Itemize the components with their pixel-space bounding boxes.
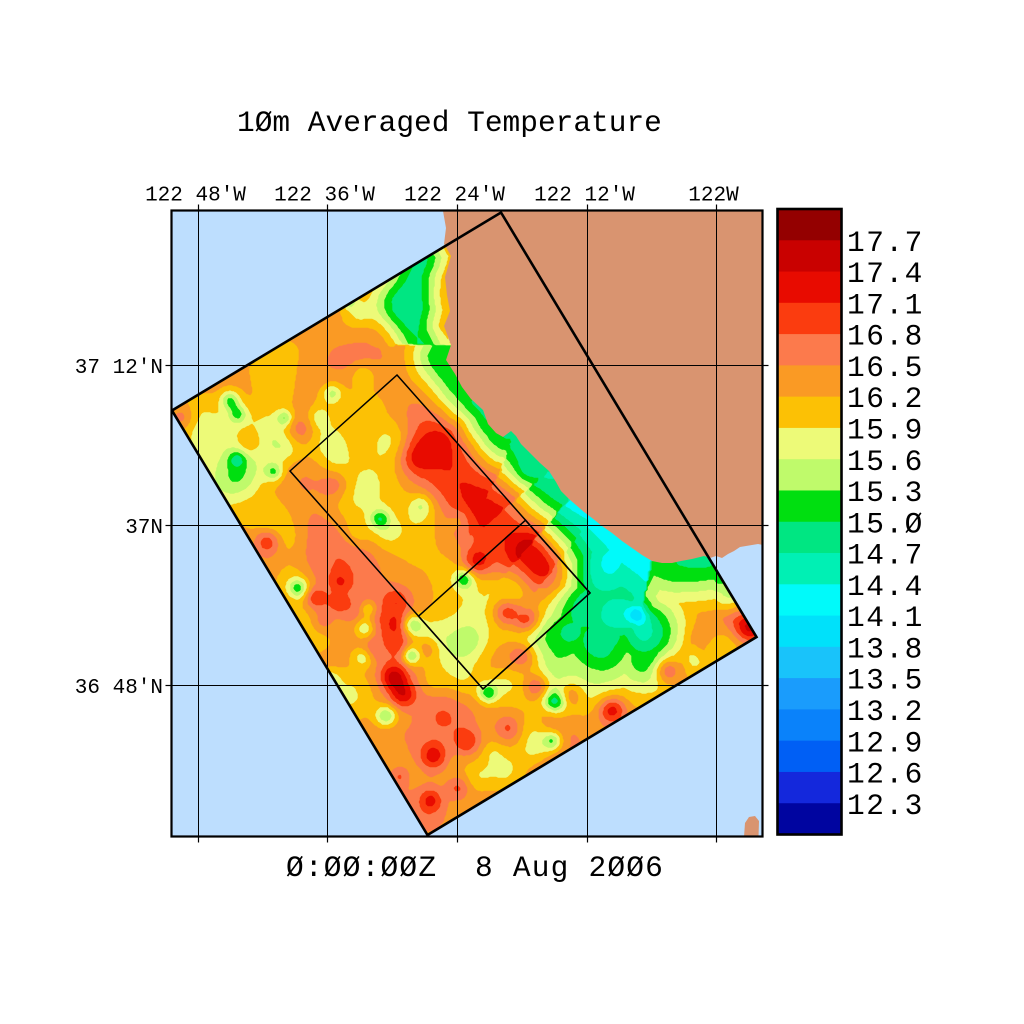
svg-text:16.2: 16.2	[847, 382, 924, 416]
svg-text:17.1: 17.1	[847, 288, 924, 322]
svg-text:12.9: 12.9	[847, 726, 924, 760]
svg-text:12.6: 12.6	[847, 758, 924, 792]
svg-text:16.8: 16.8	[847, 320, 924, 354]
svg-text:12.3: 12.3	[847, 789, 924, 823]
svg-text:15.3: 15.3	[847, 476, 924, 510]
svg-text:15.6: 15.6	[847, 445, 924, 479]
svg-text:15.9: 15.9	[847, 414, 924, 448]
svg-text:13.5: 13.5	[847, 664, 924, 698]
svg-text:13.2: 13.2	[847, 695, 924, 729]
svg-text:122W: 122W	[688, 185, 739, 208]
svg-text:1Øm Averaged Temperature: 1Øm Averaged Temperature	[237, 106, 662, 140]
svg-text:14.4: 14.4	[847, 570, 924, 604]
svg-text:37 12'N: 37 12'N	[75, 357, 163, 380]
svg-text:122 24'W: 122 24'W	[404, 185, 505, 208]
svg-text:122 12'W: 122 12'W	[534, 185, 635, 208]
svg-text:17.4: 17.4	[847, 257, 924, 291]
svg-text:122 48'W: 122 48'W	[145, 185, 246, 208]
svg-text:36 48'N: 36 48'N	[75, 677, 163, 700]
svg-text:16.5: 16.5	[847, 351, 924, 385]
svg-text:Ø:ØØ:ØØZ 8 Aug 2ØØ6: Ø:ØØ:ØØZ 8 Aug 2ØØ6	[286, 851, 664, 885]
svg-text:122 36'W: 122 36'W	[274, 185, 375, 208]
svg-text:15.Ø: 15.Ø	[847, 507, 924, 541]
svg-text:14.1: 14.1	[847, 601, 924, 635]
svg-text:13.8: 13.8	[847, 632, 924, 666]
svg-text:17.7: 17.7	[847, 226, 924, 260]
svg-text:14.7: 14.7	[847, 539, 924, 573]
svg-text:37N: 37N	[125, 517, 163, 540]
